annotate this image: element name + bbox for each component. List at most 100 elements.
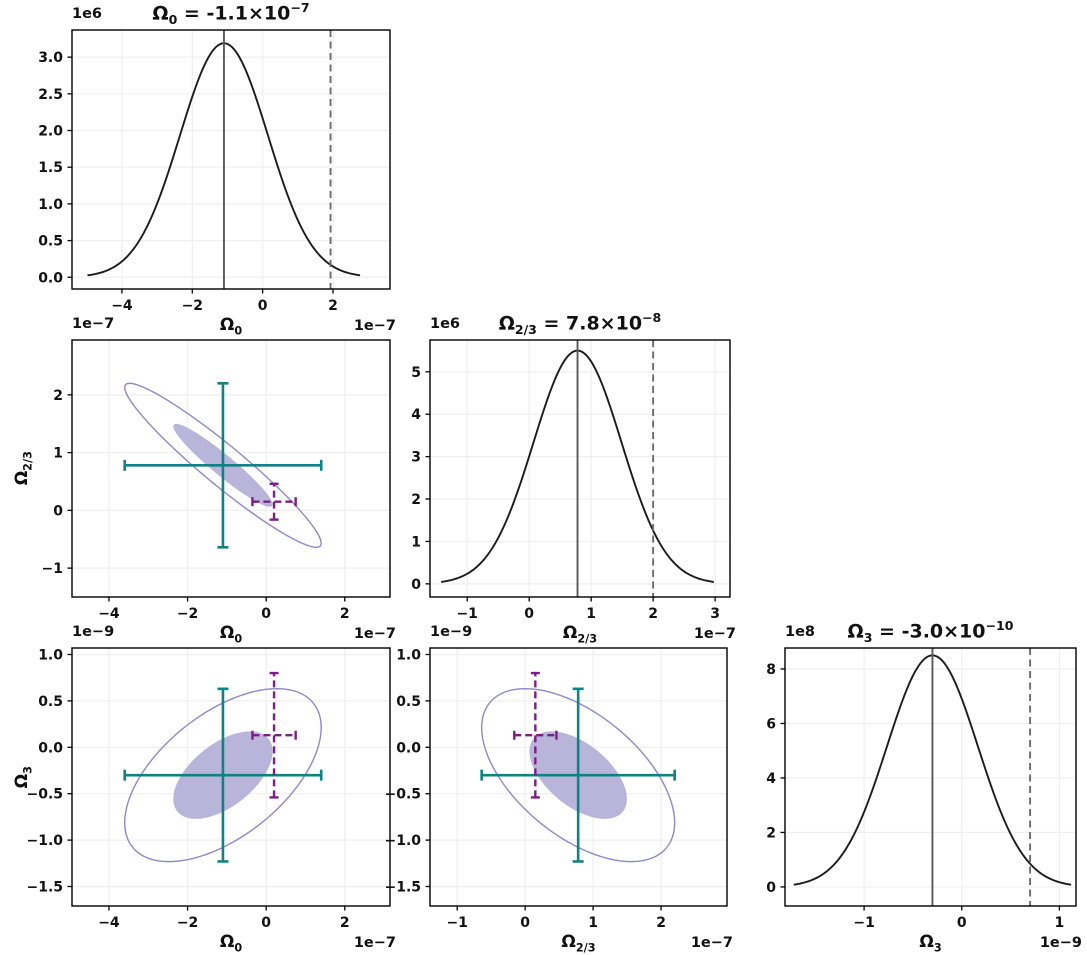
xlabel-symbol: Ω (919, 931, 934, 952)
x-tick-label: −1 (446, 915, 467, 931)
xlabel-symbol: Ω (219, 931, 235, 952)
x-axis-offset-label: 1e−7 (353, 935, 396, 951)
xlabel-subscript: 3 (933, 941, 942, 954)
panel-title: Ω2/3 = 7.8×10−8 (400, 310, 760, 337)
y-tick-label: 3 (411, 450, 421, 466)
y-tick-label: 1.5 (38, 160, 63, 176)
xlabel-symbol: Ω (219, 314, 235, 335)
y-tick-label: −1.5 (384, 880, 421, 896)
plot-area: −4 −2 0 2 −1 0 1 2 (42, 339, 391, 622)
x-tick-label: 1 (586, 606, 596, 622)
confidence-ellipse-2sigma (480, 687, 676, 863)
x-tick-label: −4 (111, 298, 133, 314)
x-tick-label: −1 (456, 606, 477, 622)
y-tick-label: 0 (53, 503, 63, 519)
x-tick-label: 1 (1055, 915, 1065, 931)
y-tick-label: −1.0 (384, 833, 421, 849)
x-tick-label: 3 (710, 606, 720, 622)
axes-spine (429, 647, 728, 907)
y-tick-label: −1 (42, 561, 63, 577)
y-axis-offset-label: 1e6 (430, 316, 461, 332)
xlabel-subscript: 0 (234, 632, 243, 645)
x-axis-label: Ω2/3 (430, 932, 727, 954)
x-tick-label: 2 (340, 606, 350, 622)
y-tick-label: 1.0 (38, 197, 63, 213)
confidence-ellipse-2sigma (123, 382, 322, 548)
panel-title: Ω3 = -3.0×10−10 (755, 618, 1087, 645)
x-tick-label: 2 (340, 915, 350, 931)
y-axis-offset-label: 1e6 (72, 6, 103, 22)
x-tick-label: −2 (182, 298, 203, 314)
x-axis-offset-label: 1e−7 (353, 318, 396, 334)
x-tick-label: −1 (853, 915, 874, 931)
y-tick-label: −0.5 (26, 787, 63, 803)
title-subscript: 0 (168, 12, 178, 28)
axes-spine (784, 647, 1077, 907)
axes-spine (429, 339, 731, 598)
axes-spine (71, 29, 391, 290)
x-axis-label: Ω2/3 (430, 623, 730, 645)
title-value: = -3.0×10 (872, 620, 986, 643)
plot-area: −1 0 1 0 2 4 6 8 (766, 647, 1077, 931)
y-tick-label: 8 (766, 662, 776, 678)
x-tick-label: 0 (524, 606, 534, 622)
y-tick-label: 0.5 (38, 694, 63, 710)
panel-omega0-omega3-joint: Ω3 1e−9 1e−7 Ω0 −4 −2 0 2 1.0 0.5 0.0 −0.5 −1.0−… (12, 624, 396, 954)
x-axis-label: Ω0 (72, 315, 390, 337)
x-tick-label: 0 (520, 915, 530, 931)
y-tick-label: 1.0 (396, 647, 421, 663)
x-tick-label: −4 (98, 606, 120, 622)
panel-omega23-marginal: Ω2/3 = 7.8×10−8 1e6 1e−7 Ω2/3 −1 0 1 2 3 0 1 2 3… (411, 310, 736, 645)
x-axis-offset-label: 1e−7 (353, 626, 396, 642)
x-axis-label: Ω0 (72, 623, 390, 645)
xlabel-subscript: 0 (234, 324, 243, 337)
x-tick-label: −4 (98, 915, 120, 931)
y-tick-label: 0.0 (38, 740, 63, 756)
panel-omega3-marginal: Ω3 = -3.0×10−10 1e8 1e−9 Ω3 −1 0 1 0 2 4 6 8 (766, 618, 1082, 954)
y-tick-label: −1.0 (26, 833, 63, 849)
y-tick-label: 0 (411, 577, 421, 593)
x-tick-label: 0 (258, 298, 268, 314)
x-axis-offset-label: 1e−7 (693, 626, 736, 642)
confidence-ellipse-2sigma (123, 687, 322, 863)
ylabel-symbol: Ω (11, 471, 32, 486)
title-subscript: 2/3 (514, 322, 537, 338)
y-tick-label: 0.0 (38, 270, 63, 286)
xlabel-symbol: Ω (562, 622, 578, 643)
plot-area: −4 −2 0 2 1.0 0.5 0.0 −0.5 −1.0 −1.5 (26, 647, 391, 931)
y-tick-label: 2.5 (38, 87, 63, 103)
x-axis-label: Ω3 (785, 932, 1076, 954)
panel-omega0-marginal: Ω0 = -1.1×10−7 1e6 1e−7 Ω0 −4 −2 0 2 0.0 0.5 1… (38, 0, 396, 337)
y-tick-label: 2 (411, 492, 421, 508)
x-tick-label: 0 (957, 915, 967, 931)
xlabel-subscript: 2/3 (575, 941, 596, 954)
y-tick-label: 6 (766, 716, 776, 732)
panel-omega0-omega23-joint: Ω2/3 1e−7 1e−7 Ω0 −4 −2 0 2 −1 0 1 2 (12, 316, 396, 645)
x-tick-label: 0 (261, 915, 271, 931)
title-value: = -1.1×10 (177, 2, 291, 25)
y-tick-label: 1 (411, 534, 421, 550)
axes-spine (71, 647, 391, 907)
x-tick-label: 1 (588, 915, 598, 931)
x-tick-label: 2 (328, 298, 338, 314)
title-exponent: −10 (985, 618, 1014, 633)
title-symbol: Ω (847, 620, 864, 643)
plot-area: −1 0 1 2 1.0 0.5 0.0 −0.5 −1.0 −1.5 (384, 647, 728, 931)
y-tick-label: 1.0 (38, 647, 63, 663)
title-symbol: Ω (498, 312, 515, 335)
ylabel-subscript: 2/3 (21, 451, 35, 472)
y-tick-label: 2.0 (38, 124, 63, 140)
title-exponent: −8 (642, 310, 662, 325)
y-tick-label: 0.5 (38, 234, 63, 250)
xlabel-symbol: Ω (219, 622, 235, 643)
xlabel-symbol: Ω (561, 931, 576, 952)
plot-area: −1 0 1 2 3 0 1 2 3 4 5 (411, 339, 731, 622)
y-tick-label: 0 (766, 880, 776, 896)
y-axis-offset-label: 1e−9 (430, 624, 473, 640)
x-tick-label: 2 (648, 606, 658, 622)
panel-omega23-omega3-joint: 1e−9 1e−7 Ω2/3 −1 0 1 2 1.0 0.5 0.0 −0.5 −1.0 −1.… (384, 624, 733, 954)
y-tick-label: 4 (766, 771, 776, 787)
x-tick-label: 2 (656, 915, 666, 931)
ylabel-subscript: 3 (21, 765, 35, 774)
